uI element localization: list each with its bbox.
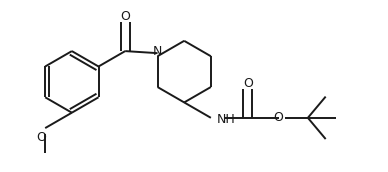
Text: O: O [120, 10, 130, 23]
Text: O: O [274, 111, 284, 124]
Text: O: O [36, 131, 46, 144]
Text: NH: NH [217, 113, 236, 126]
Text: N: N [153, 45, 162, 58]
Text: O: O [243, 77, 253, 90]
